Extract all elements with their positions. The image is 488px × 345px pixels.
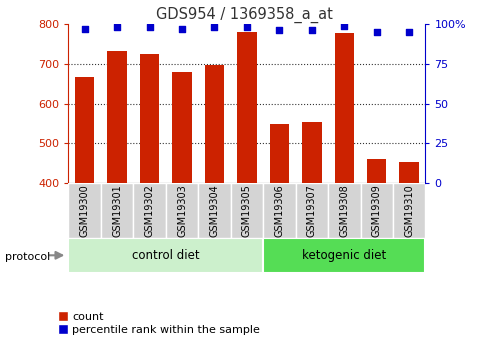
Point	[113, 24, 121, 30]
Point	[243, 24, 250, 30]
Bar	[107, 51, 126, 183]
Bar	[204, 65, 224, 183]
Bar	[75, 77, 94, 183]
FancyBboxPatch shape	[68, 183, 101, 238]
FancyBboxPatch shape	[327, 183, 360, 238]
Point	[210, 24, 218, 30]
Text: GSM19305: GSM19305	[242, 184, 251, 237]
Point	[372, 29, 380, 35]
Bar	[399, 162, 418, 183]
FancyBboxPatch shape	[101, 183, 133, 238]
Text: ketogenic diet: ketogenic diet	[302, 249, 386, 262]
Point	[405, 29, 412, 35]
Text: GSM19302: GSM19302	[144, 184, 154, 237]
Text: GSM19303: GSM19303	[177, 184, 186, 237]
Bar	[334, 33, 353, 183]
Point	[81, 26, 88, 32]
Text: GSM19301: GSM19301	[112, 184, 122, 237]
FancyBboxPatch shape	[295, 183, 327, 238]
FancyBboxPatch shape	[360, 183, 392, 238]
FancyBboxPatch shape	[68, 238, 263, 273]
Text: GSM19306: GSM19306	[274, 184, 284, 237]
Bar	[269, 124, 288, 183]
FancyBboxPatch shape	[392, 183, 425, 238]
Text: GSM19309: GSM19309	[371, 184, 381, 237]
Point	[275, 28, 283, 33]
FancyBboxPatch shape	[133, 183, 165, 238]
FancyBboxPatch shape	[263, 238, 425, 273]
Bar	[140, 54, 159, 183]
Point	[145, 24, 153, 30]
Text: GDS954 / 1369358_a_at: GDS954 / 1369358_a_at	[156, 7, 332, 23]
FancyBboxPatch shape	[198, 183, 230, 238]
FancyBboxPatch shape	[165, 183, 198, 238]
Text: GSM19310: GSM19310	[404, 184, 413, 237]
Text: GSM19304: GSM19304	[209, 184, 219, 237]
FancyBboxPatch shape	[230, 183, 263, 238]
Bar	[302, 122, 321, 183]
Text: control diet: control diet	[132, 249, 199, 262]
Text: GSM19300: GSM19300	[80, 184, 89, 237]
Point	[340, 23, 347, 29]
Point	[307, 28, 315, 33]
Bar	[172, 72, 191, 183]
Legend: count, percentile rank within the sample: count, percentile rank within the sample	[54, 307, 264, 339]
FancyBboxPatch shape	[263, 183, 295, 238]
Bar	[366, 159, 386, 183]
Point	[178, 26, 185, 32]
Text: GSM19307: GSM19307	[306, 184, 316, 237]
Text: protocol: protocol	[5, 252, 50, 262]
Bar	[237, 32, 256, 183]
Text: GSM19308: GSM19308	[339, 184, 348, 237]
